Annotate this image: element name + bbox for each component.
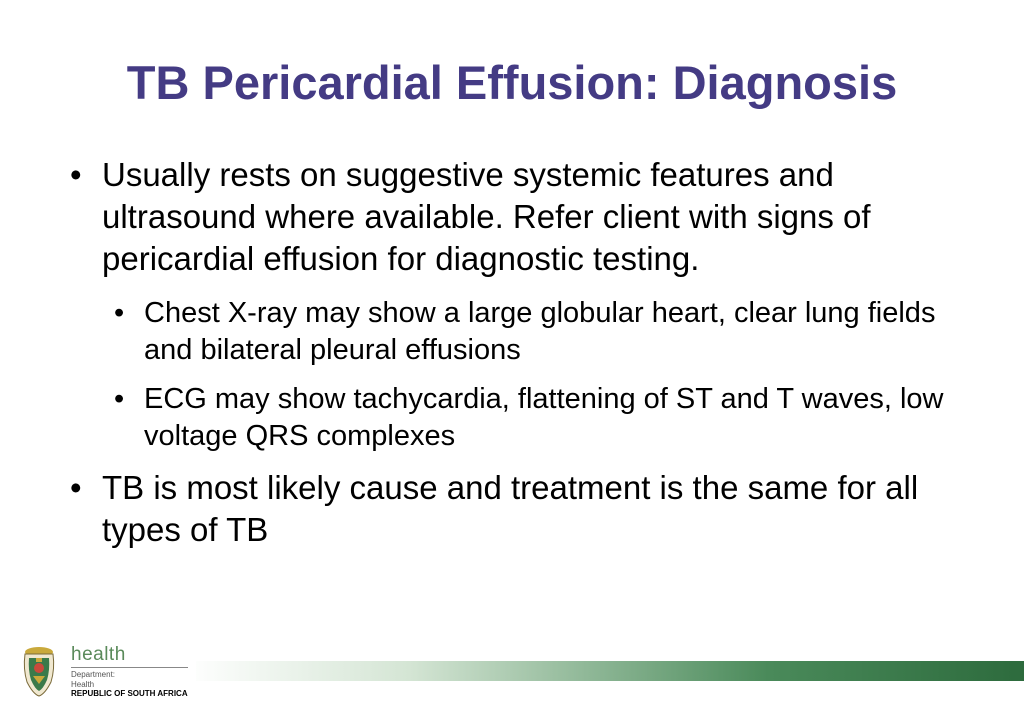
bullet-text: Usually rests on suggestive systemic fea… xyxy=(102,156,871,277)
bullet-text: TB is most likely cause and treatment is… xyxy=(102,469,918,548)
bullet-list: Usually rests on suggestive systemic fea… xyxy=(60,154,974,552)
sub-bullet-item: ECG may show tachycardia, flattening of … xyxy=(102,381,974,455)
slide-footer: health Department: Health REPUBLIC OF SO… xyxy=(0,634,1024,709)
footer-logo: health Department: Health REPUBLIC OF SO… xyxy=(15,644,196,699)
bullet-item: Usually rests on suggestive systemic fea… xyxy=(60,154,974,455)
sub-bullet-item: Chest X-ray may show a large globular he… xyxy=(102,295,974,369)
logo-text-block: health Department: Health REPUBLIC OF SO… xyxy=(71,644,188,699)
sub-bullet-text: Chest X-ray may show a large globular he… xyxy=(144,297,935,366)
slide-title: TB Pericardial Effusion: Diagnosis xyxy=(50,55,974,110)
sub-bullet-text: ECG may show tachycardia, flattening of … xyxy=(144,383,944,452)
dept-label: Department: xyxy=(71,670,188,680)
brand-name: health xyxy=(71,644,188,668)
slide: TB Pericardial Effusion: Diagnosis Usual… xyxy=(0,0,1024,709)
dept-name: Health xyxy=(71,680,188,690)
country-name: REPUBLIC OF SOUTH AFRICA xyxy=(71,689,188,699)
coat-of-arms-icon xyxy=(15,644,63,699)
content-area: Usually rests on suggestive systemic fea… xyxy=(50,154,974,552)
bullet-item: TB is most likely cause and treatment is… xyxy=(60,467,974,551)
sub-bullet-list: Chest X-ray may show a large globular he… xyxy=(102,295,974,455)
